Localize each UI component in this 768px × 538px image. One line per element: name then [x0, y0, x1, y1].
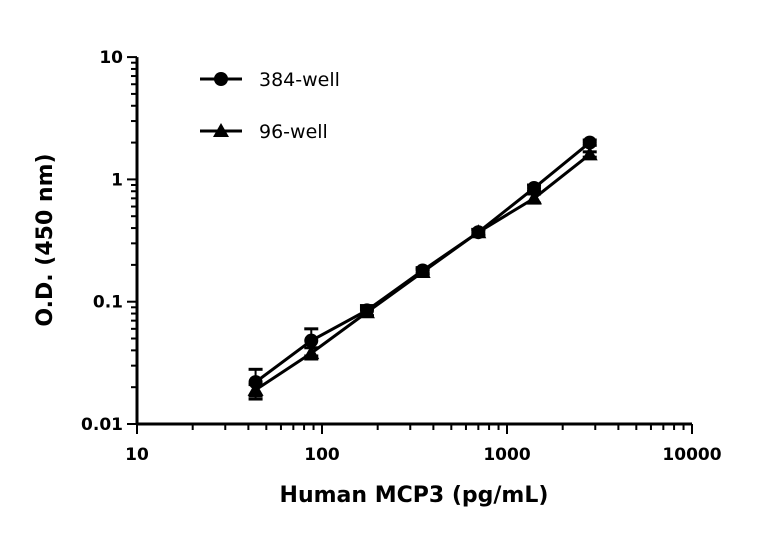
- x-tick-label: 10000: [662, 445, 721, 465]
- x-axis-label: Human MCP3 (pg/mL): [280, 483, 549, 508]
- legend: 384-well 96-well: [200, 69, 340, 143]
- data-point-triangle: [247, 381, 264, 396]
- x-tick-label: 10: [125, 445, 149, 465]
- data-point-triangle: [358, 304, 375, 319]
- data-point-triangle: [526, 190, 543, 205]
- y-tick-label: 0.1: [93, 293, 123, 313]
- data-point-triangle: [581, 146, 598, 161]
- y-tick-label: 0.01: [81, 415, 123, 435]
- tick-labels: 10 100 1000 10000 0.01 0.1 1 10: [81, 48, 722, 465]
- data-point-triangle: [303, 345, 320, 360]
- y-tick-label: 1: [111, 170, 123, 190]
- legend-label-96: 96-well: [259, 121, 328, 143]
- data-point-circle: [527, 181, 542, 196]
- series-line-384-well: [254, 141, 591, 384]
- legend-label-384: 384-well: [259, 69, 340, 91]
- axes: [127, 56, 693, 434]
- x-tick-label: 1000: [483, 445, 530, 465]
- data-point-circle: [582, 135, 597, 150]
- x-tick-label: 100: [304, 445, 340, 465]
- legend-circle-marker: [214, 72, 228, 86]
- data-point-circle: [304, 333, 319, 348]
- data-point-triangle: [414, 263, 431, 278]
- plot-area: [247, 135, 598, 401]
- legend-triangle-marker: [213, 123, 229, 137]
- y-tick-label: 10: [99, 48, 123, 68]
- y-axis-label: O.D. (450 nm): [33, 153, 58, 326]
- data-point-triangle: [470, 224, 487, 239]
